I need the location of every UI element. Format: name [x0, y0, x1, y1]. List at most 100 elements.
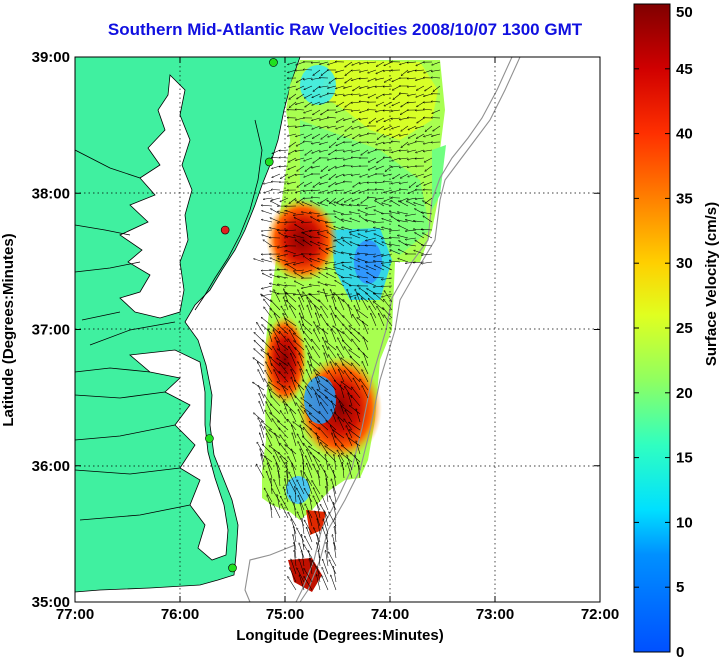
velocity-vector: [279, 428, 289, 439]
velocity-vector: [352, 125, 361, 129]
velocity-vector: [295, 157, 305, 160]
velocity-vector: [416, 61, 425, 66]
velocity-vector: [397, 235, 409, 239]
velocity-vector: [401, 125, 409, 131]
velocity-vector: [317, 566, 321, 583]
velocity-vector: [303, 240, 313, 247]
velocity-vector: [299, 305, 305, 319]
velocity-vector: [295, 109, 305, 110]
velocity-vector: [299, 559, 305, 575]
velocity-vector: [325, 261, 337, 264]
velocity-vector: [322, 567, 329, 583]
velocity-vector: [362, 361, 369, 375]
velocity-vector: [301, 269, 313, 273]
velocity-vector: [343, 93, 353, 96]
velocity-vector: [383, 173, 393, 176]
velocity-vector: [391, 141, 401, 142]
velocity-vector: [352, 197, 361, 201]
velocity-vector: [421, 253, 433, 255]
velocity-vector: [376, 69, 385, 74]
velocity-vector: [287, 181, 297, 184]
x-axis-label: Longitude (Degrees:Minutes): [236, 627, 444, 644]
velocity-vector: [302, 534, 305, 551]
velocity-vector: [335, 109, 345, 113]
velocity-vector: [341, 214, 353, 215]
velocity-vector: [408, 133, 417, 138]
velocity-vector: [384, 101, 393, 106]
velocity-vector: [359, 101, 369, 102]
velocity-south-patch-2: [288, 558, 322, 592]
velocity-vector: [398, 225, 409, 231]
velocity-vector: [296, 403, 305, 415]
velocity-jet-chincoteague: [266, 198, 338, 282]
velocity-vector: [407, 165, 417, 167]
velocity-vector: [326, 550, 329, 567]
velocity-vector: [383, 182, 393, 183]
velocity-vector: [286, 293, 297, 303]
velocity-vector: [261, 220, 273, 223]
velocity-vector: [432, 109, 441, 114]
velocity-vector: [312, 133, 321, 139]
velocity-vector: [323, 345, 329, 359]
velocity-vector: [391, 118, 401, 119]
velocity-vector: [295, 486, 297, 503]
velocity-vector: [356, 441, 361, 455]
velocity-vector: [421, 245, 433, 247]
velocity-vector: [288, 165, 297, 170]
velocity-vector: [326, 380, 337, 391]
velocity-vector: [359, 61, 369, 64]
velocity-vector: [349, 267, 361, 271]
velocity-vector: [375, 197, 385, 199]
velocity-vector: [294, 281, 305, 287]
velocity-vector: [368, 173, 377, 177]
velocity-vector: [324, 511, 329, 527]
velocity-vector: [407, 86, 417, 87]
velocity-vector: [259, 393, 265, 407]
velocity-vector: [359, 117, 369, 120]
velocity-vector: [261, 285, 273, 289]
velocity-vector: [290, 567, 297, 583]
velocity-vector: [351, 70, 361, 71]
velocity-vector: [339, 369, 345, 383]
velocity-vector: [258, 385, 265, 399]
velocity-vector: [383, 157, 393, 158]
colorbar-tick-label: 50: [676, 4, 693, 21]
velocity-vector: [352, 117, 361, 122]
velocity-vector: [327, 85, 337, 88]
velocity-vectors: [252, 61, 441, 591]
velocity-vector: [369, 306, 377, 319]
velocity-vector: [335, 85, 345, 89]
sound-rivers: [75, 367, 191, 521]
velocity-vector: [277, 269, 289, 270]
velocity-vector: [314, 322, 321, 335]
velocity-vector: [295, 149, 305, 151]
velocity-vector: [307, 297, 313, 311]
velocity-vector: [279, 189, 289, 192]
velocity-vector: [415, 197, 425, 199]
velocity-vector: [266, 401, 273, 415]
velocity-vector: [423, 141, 433, 144]
velocity-vector: [338, 338, 345, 351]
velocity-vector: [319, 181, 329, 184]
velocity-vector: [376, 101, 385, 106]
velocity-vector: [381, 293, 393, 297]
velocity-vector: [414, 250, 425, 255]
velocity-vector: [304, 568, 313, 583]
velocity-vector: [352, 85, 361, 91]
velocity-vector: [376, 141, 385, 145]
velocity-vector: [344, 133, 353, 138]
velocity-vector: [262, 325, 273, 335]
velocity-vector: [345, 410, 353, 423]
velocity-vector: [323, 337, 329, 351]
velocity-vector: [263, 240, 273, 247]
velocity-vector: [301, 285, 313, 288]
velocity-vector: [383, 299, 393, 311]
velocity-vector: [296, 61, 305, 65]
velocity-vector: [271, 478, 273, 495]
velocity-vector: [334, 226, 345, 231]
velocity-vector: [298, 385, 305, 399]
velocity-vector: [254, 259, 265, 263]
velocity-vector: [344, 197, 353, 202]
velocity-vector: [265, 410, 273, 423]
velocity-vector: [290, 393, 297, 407]
